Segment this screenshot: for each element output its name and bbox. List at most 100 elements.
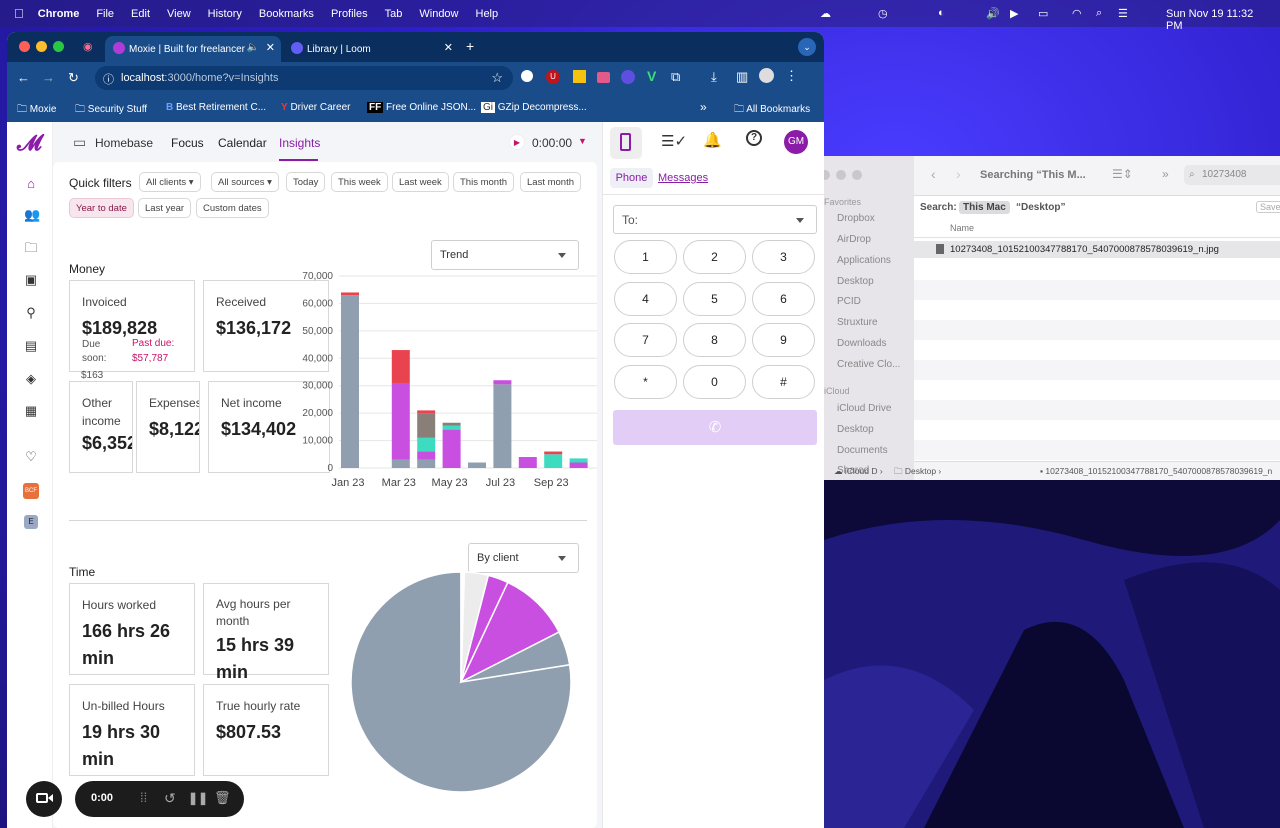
sidebar-documents[interactable]: Documents [837,445,888,456]
heart-icon[interactable]: ♡ [25,449,37,464]
tab-close-icon[interactable]: ✕ [265,42,275,54]
tab-phone[interactable]: Phone [610,168,653,188]
menubar-app-name[interactable]: Chrome [28,7,80,20]
sidebar-pcid[interactable]: PCID [837,296,861,307]
sidebar-shared[interactable]: Shared [837,465,870,476]
reload-icon[interactable]: ↻ [68,70,79,85]
nav-focus[interactable]: Focus [171,136,204,150]
filter-custom-dates[interactable]: Custom dates [196,198,269,218]
scope-desktop[interactable]: “Desktop” [1016,202,1066,213]
projects-folder-icon[interactable]: 🗀 [24,240,38,255]
sidebar-dropbox[interactable]: Dropbox [837,213,875,224]
filter-all-sources[interactable]: All sources ▾ [211,172,279,192]
all-bookmarks[interactable]: 🗀 All Bookmarks [734,104,811,115]
sidebar-applications[interactable]: Applications [837,255,891,266]
filter-all-clients[interactable]: All clients ▾ [139,172,201,192]
window-layout-icon[interactable]: ▭ [73,134,87,150]
vue-devtools-icon[interactable]: V [647,68,657,84]
filter-last-week[interactable]: Last week [392,172,449,192]
menu-profiles[interactable]: Profiles [321,7,368,20]
bar-segment[interactable] [442,425,461,430]
bcf-workspace-icon[interactable]: BCF [23,483,39,499]
bookmark-driver-career[interactable]: Y Driver Career [281,102,351,113]
zoom-window-button[interactable] [53,41,64,52]
bookmark-moxie[interactable]: 🗀 Moxie [17,104,57,115]
menu-help[interactable]: Help [465,7,499,20]
nav-calendar[interactable]: Calendar [218,136,267,150]
dial-key-0[interactable]: 0 [683,365,746,399]
bar-segment[interactable] [442,429,461,468]
help-icon[interactable]: ? [746,130,762,146]
bar-segment[interactable] [493,384,512,468]
sidebar-desktop[interactable]: Desktop [837,276,874,287]
dial-key-1[interactable]: 1 [614,240,677,274]
more-bookmarks-icon[interactable]: » [700,100,707,114]
battery-icon[interactable]: ▭ [1038,8,1049,20]
list-view-icon[interactable]: ☰⇕ [1112,167,1133,181]
pie-slice[interactable] [459,581,561,684]
path-icloud[interactable]: ☁ iCloud D › [834,466,883,476]
cloud-icon[interactable]: ☁ [820,8,831,20]
bar-segment[interactable] [493,380,512,385]
dial-key-7[interactable]: 7 [614,323,677,357]
control-center-icon[interactable]: ☰ [1118,8,1128,20]
bookmark-star-icon[interactable]: ☆ [491,70,503,85]
nav-insights[interactable]: Insights [279,136,321,150]
forward-icon[interactable]: → [42,70,55,85]
tab-loom[interactable]: Library | Loom ✕ [283,36,459,62]
bar-segment[interactable] [341,292,359,296]
bar-segment[interactable] [417,413,436,438]
site-info-icon[interactable]: ⓘ [103,74,114,86]
filter-icon[interactable]: ⚲ [26,305,36,320]
inbox-icon[interactable]: ▣ [24,272,38,287]
invoices-icon[interactable]: ▤ [24,338,38,353]
phone-mode-button[interactable] [610,127,642,159]
dial-key-8[interactable]: 8 [683,323,746,357]
bar-segment[interactable] [391,350,410,383]
dial-key-hash[interactable]: # [752,365,815,399]
extension-pink-icon[interactable] [597,72,610,83]
timer-play-icon[interactable]: ▶ [509,134,525,150]
bar-segment[interactable] [468,462,486,468]
minimize-window-button[interactable] [36,41,47,52]
finder-search-field[interactable]: ⌕ 10273408 [1184,165,1280,185]
record-icon[interactable]: ◉ [83,41,93,53]
dial-key-star[interactable]: * [614,365,677,399]
finder-back-icon[interactable]: ‹ [931,166,936,182]
contrast-icon[interactable]: ◐ [938,7,945,19]
sidebar-icloud-desktop[interactable]: Desktop [837,424,874,435]
restart-icon[interactable]: ↺ [164,790,176,806]
menu-edit[interactable]: Edit [121,7,150,20]
clock-icon[interactable]: ◷ [878,8,888,20]
side-panel-icon[interactable]: ▥ [736,69,749,84]
menubar-clock[interactable]: Sun Nov 19 11:32 PM [1166,8,1254,32]
bar-segment[interactable] [417,451,436,460]
sidebar-creative-cloud[interactable]: Creative Clo... [837,359,901,370]
sidebar-downloads[interactable]: Downloads [837,338,887,349]
bar-segment[interactable] [544,451,563,455]
sidebar-struxture[interactable]: Struxture [837,317,878,328]
filter-last-month[interactable]: Last month [520,172,581,192]
bar-segment[interactable] [417,459,436,468]
dial-key-3[interactable]: 3 [752,240,815,274]
tab-messages[interactable]: Messages [658,172,709,184]
filter-this-month[interactable]: This month [453,172,514,192]
pie-slice[interactable] [460,631,571,683]
menu-tab[interactable]: Tab [374,7,403,20]
extensions-puzzle-icon[interactable]: ⧉ [671,69,681,84]
play-icon[interactable]: ▶ [1010,8,1019,20]
toolbar-overflow-icon[interactable]: » [1162,167,1169,181]
moxie-logo-icon[interactable]: 𝓜 [17,130,42,155]
speaker-icon[interactable]: 🔈 [246,42,259,53]
filter-this-week[interactable]: This week [331,172,388,192]
menu-view[interactable]: View [157,7,191,20]
filter-today[interactable]: Today [286,172,326,192]
save-search-button[interactable]: Save [1256,201,1280,213]
file-row[interactable]: 10273408_10152100347788170_5407000878578… [914,241,1280,258]
bookmark-best-retirement[interactable]: B Best Retirement C... [166,102,267,113]
bar-segment[interactable] [341,295,359,468]
finder-close-button[interactable] [824,170,830,180]
path-file[interactable]: ▪ 10273408_10152100347788170_54070008785… [1040,466,1273,476]
user-avatar[interactable]: GM [784,130,808,154]
filter-year-to-date[interactable]: Year to date [69,198,134,218]
